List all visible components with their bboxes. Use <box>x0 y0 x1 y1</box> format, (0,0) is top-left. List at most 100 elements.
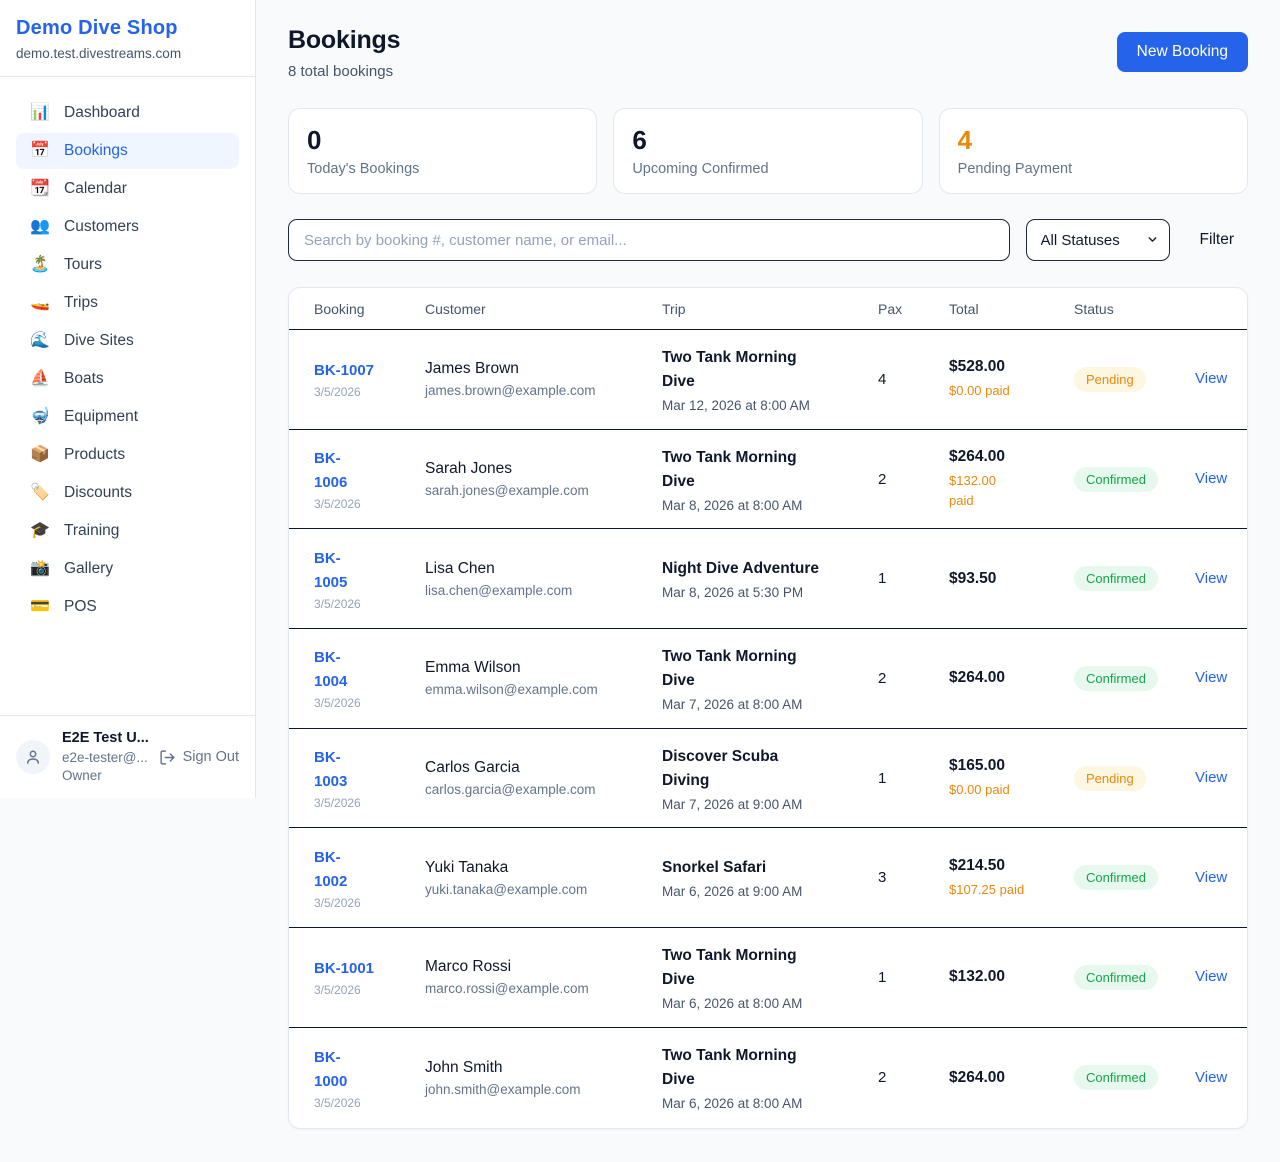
total-amount: $214.50 <box>949 856 1006 874</box>
booking-id-link[interactable]: BK-1007 <box>314 362 375 380</box>
status-badge: Pending <box>1074 765 1146 791</box>
view-link[interactable]: View <box>1195 968 1228 986</box>
nav-item-label: Dive Sites <box>64 332 134 349</box>
view-link[interactable]: View <box>1195 1068 1228 1086</box>
column-header-customer: Customer <box>425 300 486 317</box>
sidebar-item-bookings[interactable]: 📅 Bookings <box>16 133 239 169</box>
filter-row: All Statuses Filter <box>288 219 1248 261</box>
view-link[interactable]: View <box>1195 868 1228 886</box>
booking-id-link[interactable]: BK-1001 <box>314 960 375 978</box>
cell-actions: View <box>1195 470 1247 488</box>
view-link[interactable]: View <box>1195 769 1228 787</box>
booking-id-link[interactable]: BK- 1000 <box>314 1048 348 1090</box>
filter-button[interactable]: Filter <box>1186 231 1248 249</box>
sidebar-item-gallery[interactable]: 📸 Gallery <box>16 551 239 587</box>
sidebar-item-dive-sites[interactable]: 🌊 Dive Sites <box>16 323 239 359</box>
booking-id-link[interactable]: BK- 1002 <box>314 848 348 890</box>
sidebar-item-discounts[interactable]: 🏷️ Discounts <box>16 475 239 511</box>
table-row: BK- 1004 3/5/2026 Emma Wilson emma.wilso… <box>289 629 1247 729</box>
booking-id-link[interactable]: BK- 1005 <box>314 549 348 591</box>
trip-name: Snorkel Safari <box>662 859 767 877</box>
cell-trip: Two Tank Morning Dive Mar 8, 2026 at 8:0… <box>662 446 878 513</box>
status-badge: Confirmed <box>1074 466 1158 492</box>
avatar <box>16 740 50 774</box>
brand-name: Demo Dive Shop <box>16 17 178 39</box>
cell-booking: BK- 1003 3/5/2026 <box>314 746 425 810</box>
nav-item-label: Trips <box>64 294 98 311</box>
nav-item-label: Products <box>64 446 126 463</box>
cell-status: Confirmed <box>1074 665 1195 691</box>
cell-customer: John Smith john.smith@example.com <box>425 1059 662 1097</box>
cell-total: $264.00 <box>949 1069 1074 1087</box>
nav-item-label: Discounts <box>64 484 133 501</box>
sidebar-item-boats[interactable]: ⛵ Boats <box>16 361 239 397</box>
booking-date: 3/5/2026 <box>314 696 361 711</box>
view-link[interactable]: View <box>1195 370 1228 388</box>
sidebar-item-tours[interactable]: 🏝️ Tours <box>16 247 239 283</box>
sidebar: Demo Dive Shop demo.test.divestreams.com… <box>0 0 256 798</box>
table-body: BK-1007 3/5/2026 James Brown james.brown… <box>289 330 1247 1128</box>
customer-name: John Smith <box>425 1058 503 1076</box>
status-badge: Confirmed <box>1074 1065 1158 1091</box>
status-badge: Confirmed <box>1074 665 1158 691</box>
cell-actions: View <box>1195 968 1247 986</box>
cell-pax: 1 <box>878 570 887 588</box>
cell-booking: BK-1007 3/5/2026 <box>314 359 425 399</box>
paid-amount: $132.00 paid <box>949 473 996 508</box>
cell-status: Confirmed <box>1074 466 1195 492</box>
status-badge: Confirmed <box>1074 566 1158 592</box>
main-content: Bookings 8 total bookings New Booking 0 … <box>256 0 1280 1162</box>
total-amount: $264.00 <box>949 669 1006 687</box>
column-header-total: Total <box>949 300 979 317</box>
customer-name: Lisa Chen <box>425 559 495 577</box>
sidebar-item-customers[interactable]: 👥 Customers <box>16 209 239 245</box>
nav-item-label: Dashboard <box>64 104 140 121</box>
logout-icon <box>159 749 175 765</box>
status-badge: Pending <box>1074 366 1146 392</box>
sidebar-item-training[interactable]: 🎓 Training <box>16 513 239 549</box>
sign-out-label: Sign Out <box>182 749 239 765</box>
booking-id-link[interactable]: BK- 1006 <box>314 450 348 492</box>
sidebar-item-dashboard[interactable]: 📊 Dashboard <box>16 95 239 131</box>
status-badge: Confirmed <box>1074 964 1158 990</box>
sidebar-item-equipment[interactable]: 🤿 Equipment <box>16 399 239 435</box>
status-select[interactable]: All Statuses <box>1025 219 1170 261</box>
new-booking-button[interactable]: New Booking <box>1116 32 1248 72</box>
sidebar-item-calendar[interactable]: 📆 Calendar <box>16 171 239 207</box>
customer-name: Sarah Jones <box>425 460 513 478</box>
total-amount: $528.00 <box>949 358 1006 376</box>
sailboat-icon: ⛵ <box>30 370 50 387</box>
cell-status: Confirmed <box>1074 1065 1195 1091</box>
cell-pax: 2 <box>878 470 887 488</box>
paid-amount: $0.00 paid <box>949 383 1010 399</box>
tag-icon: 🏷️ <box>30 484 50 501</box>
booking-id-link[interactable]: BK- 1004 <box>314 649 348 691</box>
tear-off-calendar-icon: 📆 <box>30 180 50 197</box>
cell-actions: View <box>1195 769 1247 787</box>
cell-pax: 1 <box>878 968 887 986</box>
status-badge: Confirmed <box>1074 865 1158 891</box>
view-link[interactable]: View <box>1195 669 1228 687</box>
page-subtitle: 8 total bookings <box>288 63 394 80</box>
cell-booking: BK-1001 3/5/2026 <box>314 957 425 997</box>
user-name: E2E Test U... <box>62 730 149 746</box>
booking-id-link[interactable]: BK- 1003 <box>314 749 348 791</box>
sidebar-item-trips[interactable]: 🚤 Trips <box>16 285 239 321</box>
sign-out-button[interactable]: Sign Out <box>159 749 239 766</box>
calendar-icon: 📅 <box>30 142 50 159</box>
table-row: BK-1007 3/5/2026 James Brown james.brown… <box>289 330 1247 430</box>
nav-item-label: Tours <box>64 256 102 273</box>
sidebar-item-products[interactable]: 📦 Products <box>16 437 239 473</box>
cell-total: $165.00 $0.00 paid <box>949 757 1074 800</box>
column-header-status: Status <box>1074 300 1114 317</box>
status-select-wrap: All Statuses <box>1025 219 1170 261</box>
cell-status: Pending <box>1074 765 1195 791</box>
nav-item-label: Training <box>64 522 120 539</box>
sidebar-item-pos[interactable]: 💳 POS <box>16 589 239 625</box>
view-link[interactable]: View <box>1195 470 1228 488</box>
cell-actions: View <box>1195 868 1247 887</box>
cell-trip: Two Tank Morning Dive Mar 12, 2026 at 8:… <box>662 346 878 413</box>
view-link[interactable]: View <box>1195 569 1228 587</box>
search-input[interactable] <box>288 219 1010 261</box>
